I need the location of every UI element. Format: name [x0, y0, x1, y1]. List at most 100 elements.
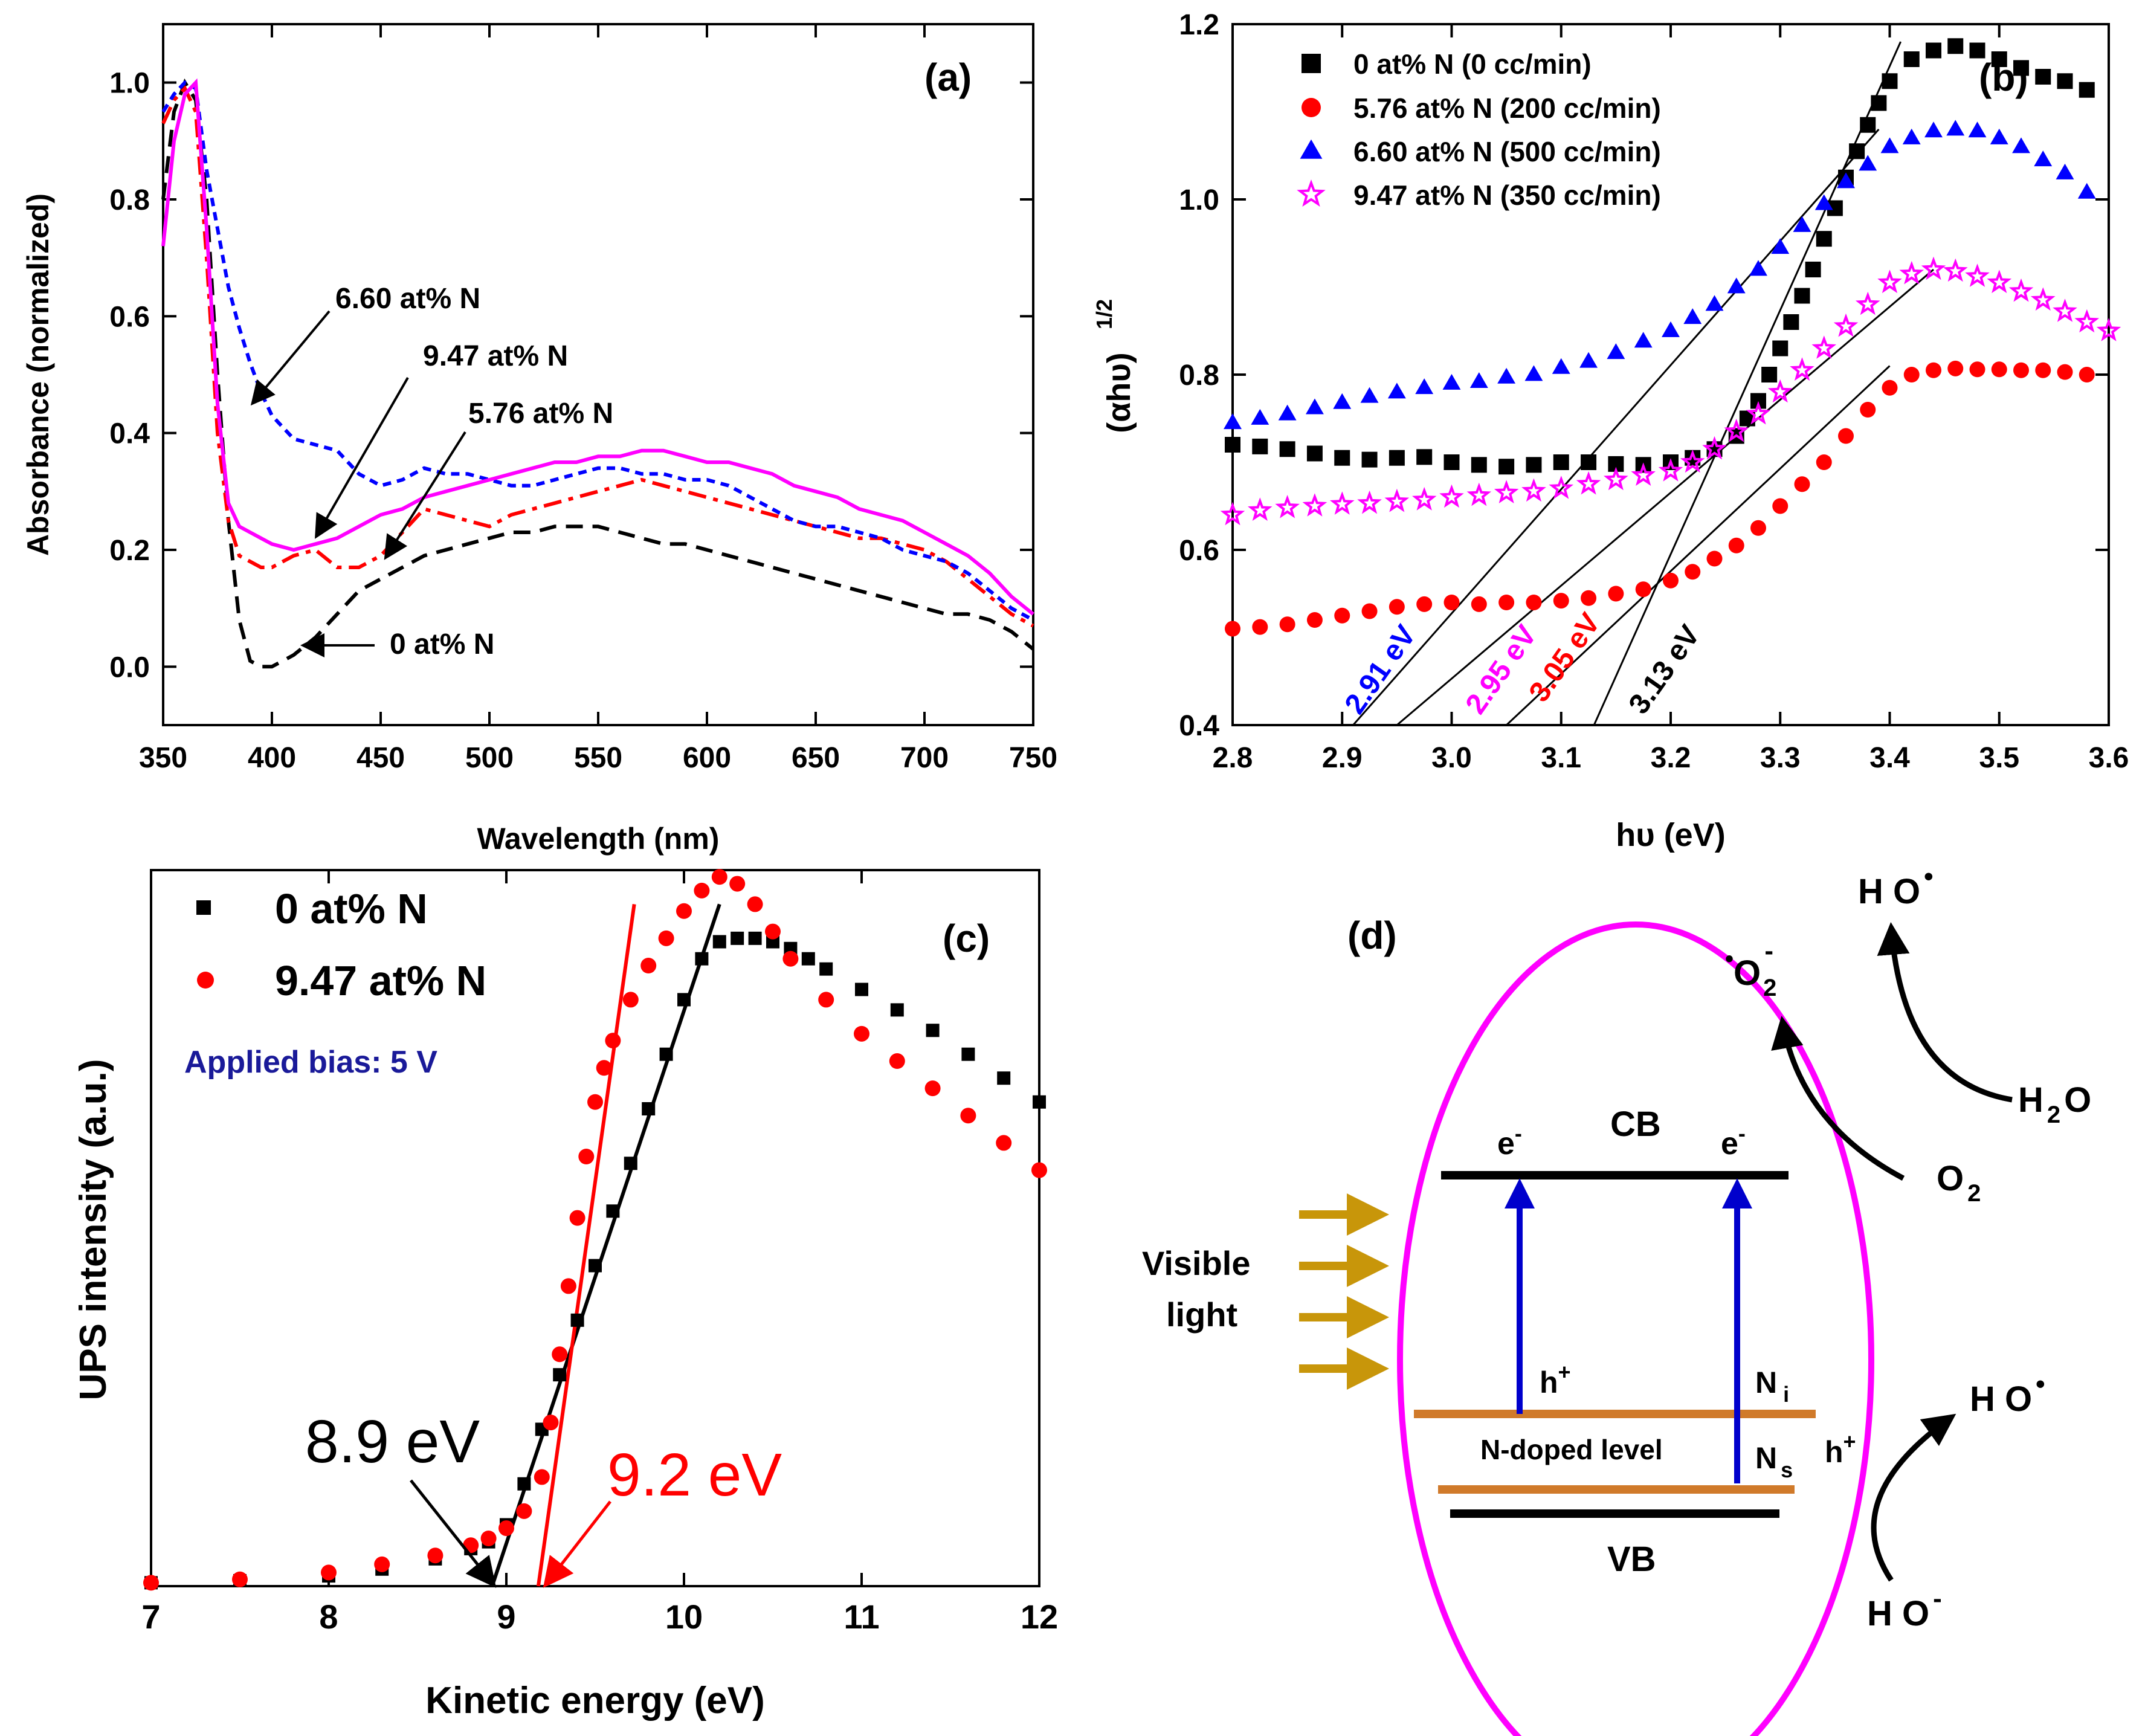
point-b-0-8: [1443, 454, 1460, 470]
y-tick-label-5: 1.0: [109, 68, 150, 100]
point-b-3-36: [2096, 318, 2121, 341]
point-b-3-23: [1811, 335, 1837, 359]
y-tick-label-3: 0.6: [109, 301, 150, 333]
y-tick-label-1: 0.2: [109, 535, 150, 567]
x-tick-label-2: 9: [497, 1598, 515, 1636]
point-b-0-34: [1903, 51, 1920, 67]
legend-b-label-0: 0 at% N (0 cc/min): [1353, 48, 1592, 80]
point-c-0-26: [855, 983, 868, 996]
legend-b-marker-2: [1300, 139, 1323, 159]
legend-c-947-label: 9.47 at% N: [275, 957, 486, 1004]
point-c-1-21: [676, 903, 692, 919]
point-b-3-12: [1549, 476, 1574, 499]
x-tick-label-2: 450: [356, 742, 405, 774]
panel-c: 7 8 9 10 11 12 (c) 0 at% N 9.47 at% N Applied…: [73, 869, 1058, 1721]
point-c-1-4: [427, 1547, 444, 1564]
point-b-1-30: [1969, 361, 1985, 378]
y-tick-label-3: 1.0: [1179, 184, 1219, 216]
x-tick-label-1: 2.9: [1322, 742, 1363, 774]
point-c-0-15: [642, 1102, 656, 1115]
point-b-1-20: [1750, 520, 1766, 536]
point-c-0-16: [659, 1047, 673, 1061]
point-c-1-3: [374, 1556, 390, 1572]
point-b-1-2: [1279, 616, 1295, 633]
point-b-1-22: [1794, 476, 1810, 492]
point-c-1-30: [889, 1053, 905, 1069]
point-c-1-10: [543, 1415, 559, 1431]
point-b-0-41: [2057, 73, 2073, 89]
panel-c-ticks: 7 8 9 10 11 12: [141, 870, 1058, 1636]
point-b-0-27: [1816, 231, 1832, 247]
panel-c-series: [143, 869, 1047, 1591]
point-b-2-26: [1880, 137, 1899, 153]
point-b-0-13: [1581, 454, 1597, 470]
point-b-2-1: [1251, 408, 1269, 425]
bandgap-label-1: 2.95 eV: [1460, 619, 1543, 720]
annot-947-label: 9.47 at% N: [423, 340, 568, 372]
annot-660-label: 6.60 at% N: [335, 283, 480, 315]
point-b-3-25: [1855, 291, 1880, 315]
point-b-0-39: [2013, 60, 2029, 76]
point-b-2-28: [1924, 121, 1943, 138]
annot-0-label: 0 at% N: [390, 628, 494, 660]
visible-light-arrows: [1299, 1193, 1389, 1390]
point-c-0-17: [677, 993, 691, 1007]
point-b-0-22: [1761, 367, 1778, 382]
point-c-1-0: [143, 1575, 159, 1591]
point-b-0-26: [1805, 262, 1821, 277]
x-tick-label-6: 3.4: [1869, 742, 1910, 774]
panel-b: 2.8 2.9 3.0 3.1 3.2 3.3 3.4 3.5 3.6 0.4 0.6 0.8 1.0 1…: [1092, 9, 2129, 853]
bandgap-label-2: 3.05 eV: [1523, 607, 1607, 708]
point-b-1-19: [1728, 537, 1744, 553]
point-b-2-15: [1634, 332, 1653, 348]
point-b-3-7: [1411, 486, 1437, 511]
point-c-0-10: [553, 1368, 567, 1382]
panel-a-label: (a): [924, 56, 972, 99]
point-b-3-2: [1275, 495, 1300, 518]
point-c-0-13: [606, 1204, 620, 1218]
point-b-2-4: [1333, 393, 1352, 409]
point-b-2-27: [1902, 128, 1921, 144]
point-c-0-30: [997, 1071, 1011, 1085]
x-tick-label-4: 550: [574, 742, 622, 774]
point-c-1-14: [578, 1149, 595, 1164]
point-b-2-14: [1607, 343, 1625, 360]
point-c-1-12: [560, 1278, 576, 1294]
point-b-1-31: [1991, 361, 2007, 378]
point-b-2-0: [1224, 413, 1242, 430]
x-tick-label-5: 600: [683, 742, 731, 774]
point-b-1-34: [2057, 364, 2073, 380]
point-b-0-42: [2079, 82, 2095, 98]
point-b-1-13: [1581, 590, 1597, 606]
point-b-3-0: [1220, 502, 1245, 526]
point-b-0-32: [1871, 95, 1887, 111]
x-tick-label-3: 500: [465, 742, 514, 774]
point-b-3-27: [1899, 260, 1924, 285]
point-b-3-18: [1702, 436, 1727, 460]
x-tick-label-0: 2.8: [1213, 742, 1253, 774]
hydroxyl-bottom-label: H O •: [1970, 1369, 2045, 1419]
point-b-3-14: [1604, 466, 1628, 491]
point-c-0-27: [890, 1003, 904, 1017]
point-b-3-13: [1576, 471, 1601, 495]
point-b-2-7: [1415, 378, 1434, 395]
point-c-1-9: [534, 1469, 550, 1485]
annot-arrow-660: [250, 310, 331, 406]
point-b-1-16: [1663, 572, 1679, 589]
point-c-1-27: [782, 950, 799, 967]
legend-b-marker-0: [1302, 54, 1321, 73]
point-b-3-16: [1658, 458, 1683, 482]
bandgap-labels: 2.91 eV 2.95 eV3.05 eV 3.13 eV: [1339, 607, 1706, 720]
point-b-3-22: [1790, 357, 1814, 381]
point-b-2-6: [1387, 382, 1406, 399]
series-line-a-0: [161, 78, 1034, 669]
onset-arrow-947: [543, 1500, 611, 1588]
point-c-1-13: [569, 1210, 585, 1226]
point-b-2-35: [2077, 182, 2096, 199]
point-b-2-21: [1771, 238, 1790, 254]
point-b-3-33: [2030, 287, 2056, 311]
x-tick-label-7: 3.5: [1979, 742, 2019, 774]
point-b-0-40: [2035, 69, 2051, 85]
point-b-2-10: [1497, 367, 1516, 384]
